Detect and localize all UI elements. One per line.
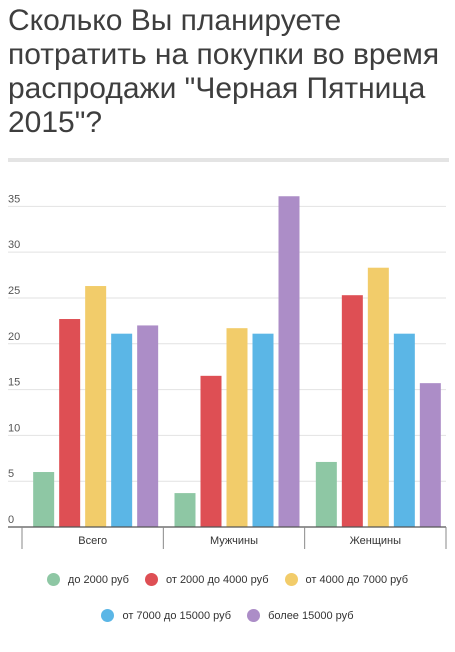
bar-2-0 — [315, 461, 337, 527]
legend-label-0: до 2000 руб — [67, 573, 129, 586]
legend-row-1: до 2000 руб от 2000 до 4000 руб от 4000 … — [0, 573, 455, 586]
legend-swatch-0 — [46, 573, 60, 586]
y-tick-label-2: 10 — [8, 422, 20, 434]
legend-swatch-1 — [144, 573, 158, 586]
bar-1-0 — [174, 493, 196, 527]
chart-title: Сколько Вы планируете потратить на покуп… — [8, 4, 440, 139]
legend-label-3: от 7000 до 15000 руб — [122, 609, 232, 622]
bar-2-2 — [367, 267, 389, 527]
bar-0-1 — [59, 319, 81, 527]
x-category-label-0: Всего — [78, 535, 107, 547]
x-category-label-1: Мужчины — [210, 535, 258, 547]
y-tick-label-4: 20 — [8, 331, 20, 343]
y-tick-label-3: 15 — [8, 377, 20, 389]
bar-1-1 — [200, 375, 222, 527]
legend-item-3: от 7000 до 15000 руб — [101, 609, 231, 622]
bar-0-0 — [33, 472, 55, 527]
y-tick-label-5: 25 — [8, 285, 20, 297]
y-tick-label-0: 0 — [8, 514, 14, 526]
bar-chart: 0 5 10 15 20 25 30 35 Всего Мужчины Женщины — [8, 193, 447, 549]
bar-1-4 — [278, 196, 300, 527]
legend-swatch-2 — [284, 573, 298, 586]
y-tick-label-6: 30 — [8, 239, 20, 251]
legend-label-2: от 4000 до 7000 руб — [305, 573, 409, 586]
bar-2-4 — [419, 383, 441, 527]
legend-swatch-3 — [101, 609, 115, 622]
legend-label-1: от 2000 до 4000 руб — [165, 573, 269, 586]
legend-row-2: от 7000 до 15000 руб более 15000 руб — [0, 609, 455, 622]
y-tick-label-7: 35 — [8, 193, 20, 205]
legend-label-4: более 15000 руб — [268, 609, 354, 622]
bar-1-3 — [252, 333, 274, 527]
bar-0-2 — [85, 286, 107, 527]
bar-0-3 — [111, 333, 133, 527]
legend-item-4: более 15000 руб — [247, 609, 354, 622]
bar-2-3 — [393, 333, 415, 527]
x-category-label-2: Женщины — [350, 535, 401, 547]
title-divider — [8, 158, 449, 162]
legend-swatch-4 — [247, 609, 261, 622]
bar-1-2 — [226, 328, 248, 527]
y-tick-label-1: 5 — [8, 468, 14, 480]
legend-item-1: от 2000 до 4000 руб — [144, 573, 269, 586]
bar-2-1 — [341, 295, 363, 527]
legend-item-0: до 2000 руб — [46, 573, 129, 586]
bar-0-4 — [137, 325, 159, 527]
legend-item-2: от 4000 до 7000 руб — [284, 573, 409, 586]
